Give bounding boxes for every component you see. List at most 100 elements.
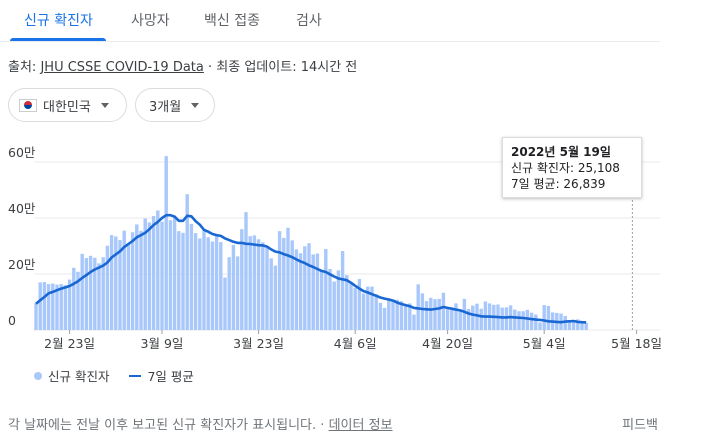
legend-cases-swatch xyxy=(34,371,42,380)
case-bar xyxy=(219,242,223,330)
case-bar xyxy=(256,239,261,330)
case-bar xyxy=(34,303,38,330)
footer-note: 각 날짜에는 전날 이후 보고된 신규 확진자가 표시됩니다. · 데이터 정보 xyxy=(8,414,393,433)
case-bar xyxy=(248,236,252,330)
case-bar xyxy=(156,210,160,330)
case-bar xyxy=(307,243,311,330)
case-bar xyxy=(580,322,584,330)
case-bar xyxy=(130,232,135,330)
tab-vaccinations[interactable]: 백신 접종 xyxy=(204,13,260,29)
case-bar xyxy=(38,282,42,330)
active-tab-indicator xyxy=(10,38,106,41)
tab-tests[interactable]: 검사 xyxy=(296,13,322,29)
chart-legend: 신규 확진자 7일 평균 xyxy=(34,366,194,385)
case-bar xyxy=(202,230,206,330)
case-bar xyxy=(172,217,177,330)
case-bar xyxy=(282,237,286,330)
footer-separator: · xyxy=(320,418,325,433)
tab-new-cases[interactable]: 신규 확진자 xyxy=(24,13,93,29)
case-bar xyxy=(80,253,84,330)
case-bar xyxy=(450,309,454,330)
case-bar xyxy=(370,286,374,330)
case-bar xyxy=(72,267,76,330)
country-label: 대한민국 xyxy=(43,99,91,115)
case-bar xyxy=(214,235,219,330)
case-bar xyxy=(420,293,425,330)
case-bar xyxy=(336,270,341,330)
case-bar xyxy=(433,299,437,330)
case-bar xyxy=(126,243,131,330)
legend-average-swatch xyxy=(129,374,142,377)
case-bar xyxy=(240,229,244,330)
case-bar xyxy=(361,293,366,330)
case-bar xyxy=(332,281,336,330)
case-bar xyxy=(261,242,265,330)
case-bar xyxy=(139,230,143,330)
case-bar xyxy=(114,236,118,330)
case-bar xyxy=(412,314,416,330)
chevron-down-icon xyxy=(100,102,109,108)
case-bar xyxy=(340,251,345,330)
case-bar xyxy=(164,156,168,330)
case-bar xyxy=(118,240,122,330)
case-bar xyxy=(311,254,315,330)
case-bar xyxy=(403,304,408,330)
case-bar xyxy=(67,279,72,330)
case-bar xyxy=(235,256,240,330)
country-dropdown[interactable]: 대한민국 xyxy=(8,88,127,122)
case-bar xyxy=(437,298,441,330)
case-bar xyxy=(378,302,383,330)
feedback-link[interactable]: 피드백 xyxy=(622,418,658,433)
case-bar xyxy=(294,249,299,330)
case-bar xyxy=(538,322,542,330)
case-bar xyxy=(46,284,51,330)
case-bar xyxy=(93,257,97,330)
case-bar xyxy=(328,268,332,330)
case-bar xyxy=(479,308,483,330)
source-link[interactable]: JHU CSSE COVID-19 Data xyxy=(40,60,204,75)
south-korea-flag-icon xyxy=(19,98,37,112)
case-bar xyxy=(273,265,278,330)
case-bar xyxy=(324,249,328,330)
case-bar xyxy=(84,258,89,330)
case-bar xyxy=(462,298,467,330)
case-bar xyxy=(269,258,273,330)
case-bar xyxy=(101,257,105,330)
case-bar xyxy=(122,230,126,330)
case-bar xyxy=(193,233,198,330)
case-bar xyxy=(252,235,257,330)
x-tick-label: 4월 6일 xyxy=(334,336,377,351)
case-bar xyxy=(391,301,395,330)
source-separator: · xyxy=(208,60,213,75)
tooltip-cases: 신규 확진자: 25,108 xyxy=(511,161,620,175)
case-bar xyxy=(147,222,152,330)
period-dropdown[interactable]: 3개월 xyxy=(135,88,215,122)
case-bar xyxy=(177,231,181,330)
case-bar xyxy=(277,231,282,330)
case-bar xyxy=(210,241,215,330)
case-bar xyxy=(105,245,110,330)
case-bar xyxy=(441,292,446,330)
case-bar xyxy=(109,235,114,330)
case-bar xyxy=(151,216,156,330)
case-bar xyxy=(349,282,353,330)
case-bar xyxy=(521,311,525,330)
case-bar xyxy=(466,309,471,330)
y-tick-label: 0 xyxy=(8,313,16,328)
cases-chart[interactable]: 0 20만 40만 60만 2월 23일 3월 9일 3월 23일 4월 6일 4월 20일 5월… xyxy=(0,140,708,360)
case-bar xyxy=(135,224,139,330)
tab-deaths[interactable]: 사망자 xyxy=(131,13,170,29)
y-tick-label: 40만 xyxy=(8,201,36,216)
case-bar xyxy=(265,247,269,330)
x-tick-label: 3월 9일 xyxy=(141,336,184,351)
data-info-link[interactable]: 데이터 정보 xyxy=(328,418,393,433)
case-bar xyxy=(227,257,231,330)
period-label: 3개월 xyxy=(149,99,182,115)
case-bar xyxy=(185,194,189,330)
case-bar xyxy=(408,303,412,330)
case-bar xyxy=(517,311,521,330)
x-tick-label: 5월 18일 xyxy=(611,336,662,351)
chart-tooltip: 2022년 5월 19일 신규 확진자: 25,108 7일 평균: 26,83… xyxy=(502,137,642,198)
case-bar xyxy=(525,309,530,330)
case-bar xyxy=(424,301,429,330)
